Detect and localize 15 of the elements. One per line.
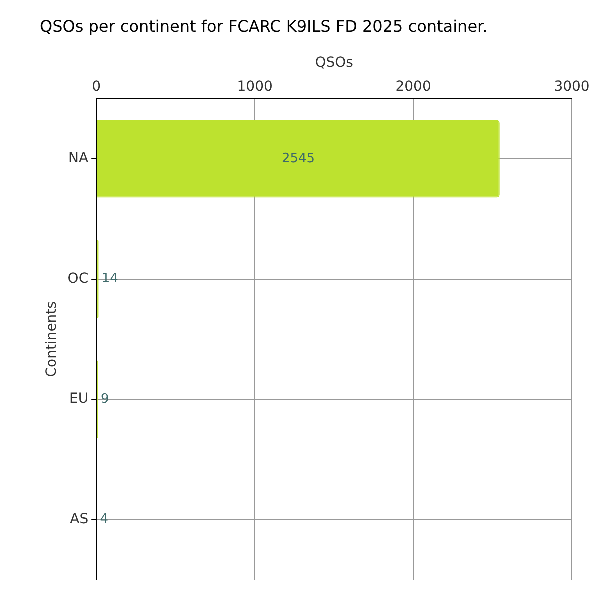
x-axis-title: QSOs <box>315 55 354 72</box>
x-tick-label: 2000 <box>396 79 432 96</box>
data-label: 14 <box>102 272 118 287</box>
chart-title: QSOs per continent for FCARC K9ILS FD 2025 container. <box>40 16 488 36</box>
data-label: 9 <box>101 392 110 407</box>
x-tick-label: 3000 <box>554 79 590 96</box>
y-tick-label: OC <box>68 270 89 287</box>
x-tick-label: 0 <box>92 79 102 96</box>
y-tick-label: EU <box>70 391 89 408</box>
y-axis-title: Continents <box>44 302 60 378</box>
data-label: 4 <box>100 512 109 528</box>
x-tick-label: 1000 <box>237 79 273 96</box>
data-label: 2545 <box>282 151 316 166</box>
y-tick-label: NA <box>68 150 90 167</box>
y-tick-label: AS <box>70 511 89 528</box>
